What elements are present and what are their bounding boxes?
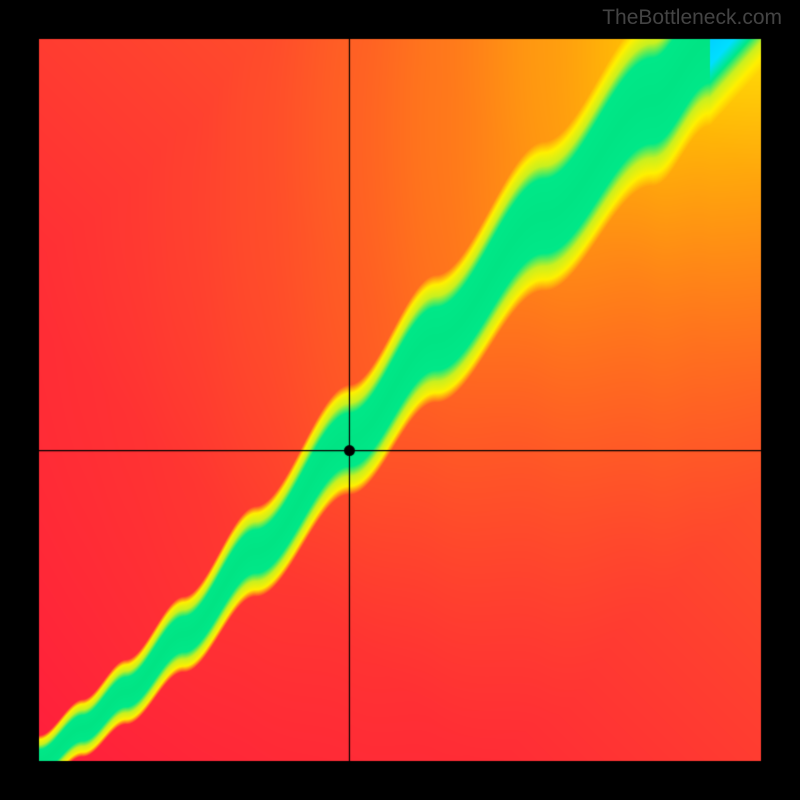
attribution-text: TheBottleneck.com xyxy=(602,6,782,30)
bottleneck-heatmap xyxy=(0,0,800,800)
